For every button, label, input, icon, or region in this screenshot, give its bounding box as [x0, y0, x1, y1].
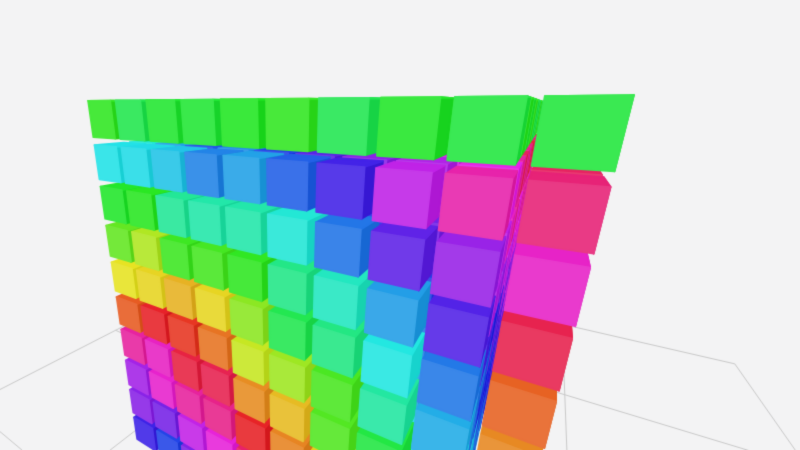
webgl-3d-viewport[interactable]: [0, 0, 800, 450]
scene-container: [0, 0, 800, 450]
